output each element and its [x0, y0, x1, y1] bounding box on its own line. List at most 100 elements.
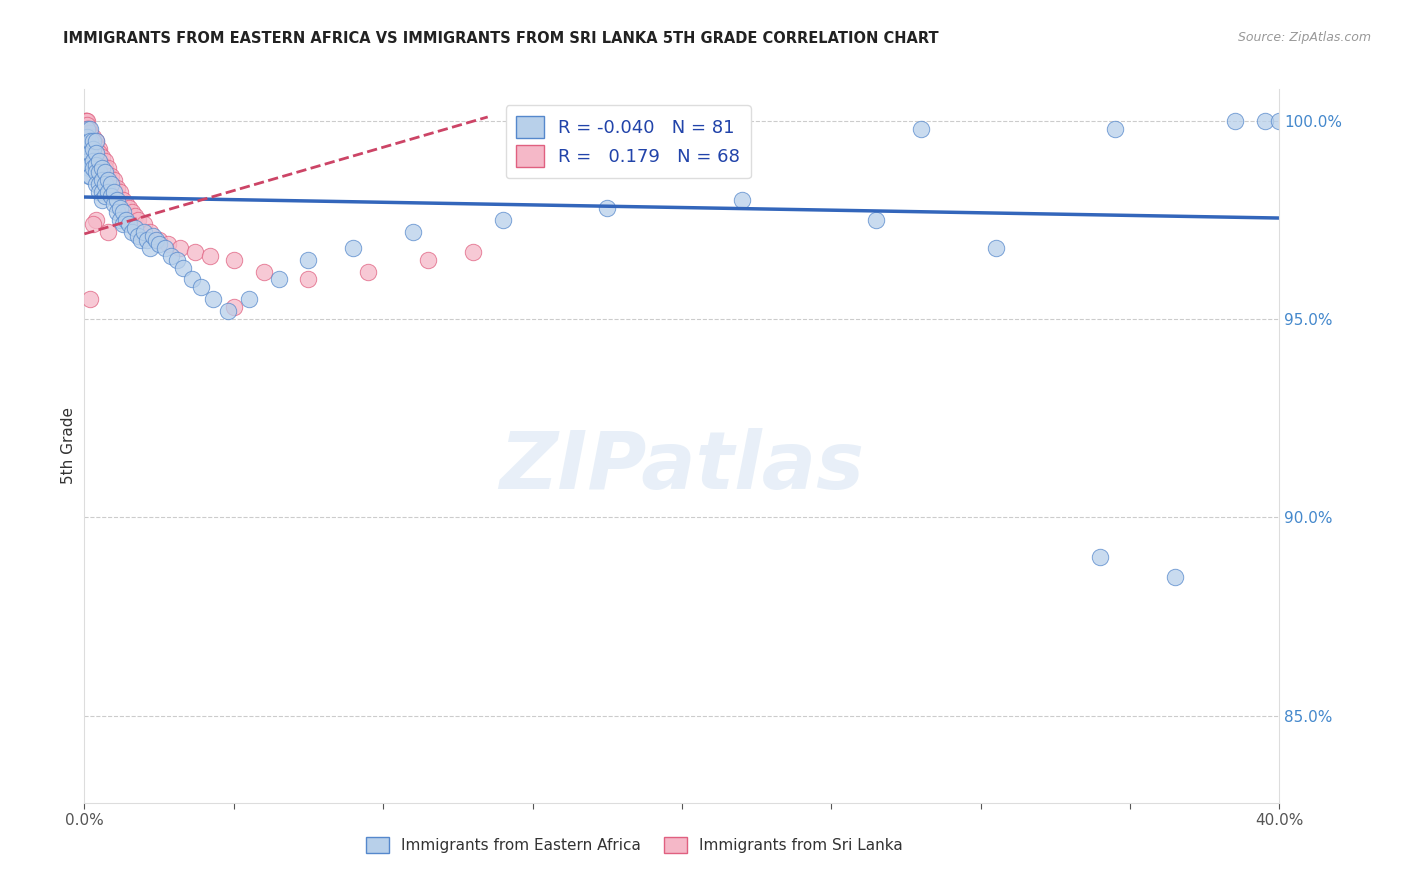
Point — [77, 161, 100, 176]
Point — [492, 213, 515, 227]
Point — [100, 189, 122, 203]
Point — [76, 121, 98, 136]
Point — [76, 145, 98, 160]
Point — [79, 142, 101, 156]
Point — [1253, 114, 1275, 128]
Point — [357, 264, 380, 278]
Point — [82, 145, 104, 160]
Point — [97, 169, 120, 184]
Point — [91, 161, 114, 176]
Point — [89, 186, 111, 200]
Point — [103, 197, 125, 211]
Point — [184, 244, 207, 259]
Point — [105, 193, 128, 207]
Point — [82, 137, 104, 152]
Point — [402, 225, 425, 239]
Point — [76, 129, 98, 144]
Point — [1268, 114, 1291, 128]
Point — [267, 272, 290, 286]
Point — [910, 121, 932, 136]
Point — [596, 201, 619, 215]
Point — [201, 293, 224, 307]
Point — [169, 241, 191, 255]
Point — [79, 129, 101, 144]
Point — [79, 126, 101, 140]
Text: ZIPatlas: ZIPatlas — [499, 428, 865, 507]
Point — [86, 137, 108, 152]
Point — [342, 241, 364, 255]
Point — [148, 236, 170, 251]
Point — [190, 280, 212, 294]
Point — [94, 189, 117, 203]
Point — [297, 252, 319, 267]
Point — [86, 145, 108, 160]
Point — [77, 121, 100, 136]
Point — [76, 118, 98, 132]
Point — [77, 153, 100, 168]
Point — [118, 217, 141, 231]
Point — [110, 201, 132, 215]
Point — [124, 221, 146, 235]
Point — [75, 114, 97, 128]
Point — [91, 186, 114, 200]
Point — [115, 213, 138, 227]
Point — [160, 249, 183, 263]
Point — [1104, 121, 1126, 136]
Point — [82, 142, 104, 156]
Point — [100, 178, 122, 192]
Point — [75, 114, 97, 128]
Point — [97, 161, 120, 176]
Point — [76, 137, 98, 152]
Point — [865, 213, 887, 227]
Point — [121, 205, 143, 219]
Point — [103, 186, 125, 200]
Point — [100, 178, 122, 192]
Point — [139, 225, 162, 239]
Point — [127, 228, 149, 243]
Point — [76, 129, 98, 144]
Point — [1223, 114, 1246, 128]
Point — [984, 241, 1007, 255]
Point — [86, 153, 108, 168]
Point — [127, 213, 149, 227]
Point — [198, 249, 221, 263]
Point — [79, 145, 101, 160]
Point — [118, 201, 141, 215]
Point — [91, 193, 114, 207]
Point — [461, 244, 484, 259]
Point — [217, 304, 239, 318]
Point — [110, 186, 132, 200]
Point — [91, 165, 114, 179]
Point — [136, 233, 159, 247]
Point — [82, 142, 104, 156]
Point — [132, 225, 156, 239]
Point — [86, 178, 108, 192]
Point — [86, 134, 108, 148]
Point — [89, 178, 111, 192]
Point — [77, 126, 100, 140]
Point — [82, 134, 104, 148]
Point — [142, 228, 165, 243]
Point — [181, 272, 204, 286]
Point — [75, 114, 97, 128]
Point — [86, 157, 108, 171]
Point — [121, 225, 143, 239]
Point — [86, 134, 108, 148]
Point — [91, 173, 114, 187]
Point — [79, 293, 101, 307]
Point — [731, 193, 754, 207]
Point — [157, 236, 180, 251]
Point — [97, 186, 120, 200]
Point — [76, 126, 98, 140]
Point — [86, 165, 108, 179]
Point — [82, 161, 104, 176]
Point — [105, 181, 128, 195]
Point — [145, 233, 167, 247]
Point — [82, 153, 104, 168]
Point — [94, 165, 117, 179]
Point — [129, 233, 152, 247]
Point — [112, 193, 135, 207]
Point — [139, 241, 162, 255]
Point — [82, 129, 104, 144]
Point — [82, 134, 104, 148]
